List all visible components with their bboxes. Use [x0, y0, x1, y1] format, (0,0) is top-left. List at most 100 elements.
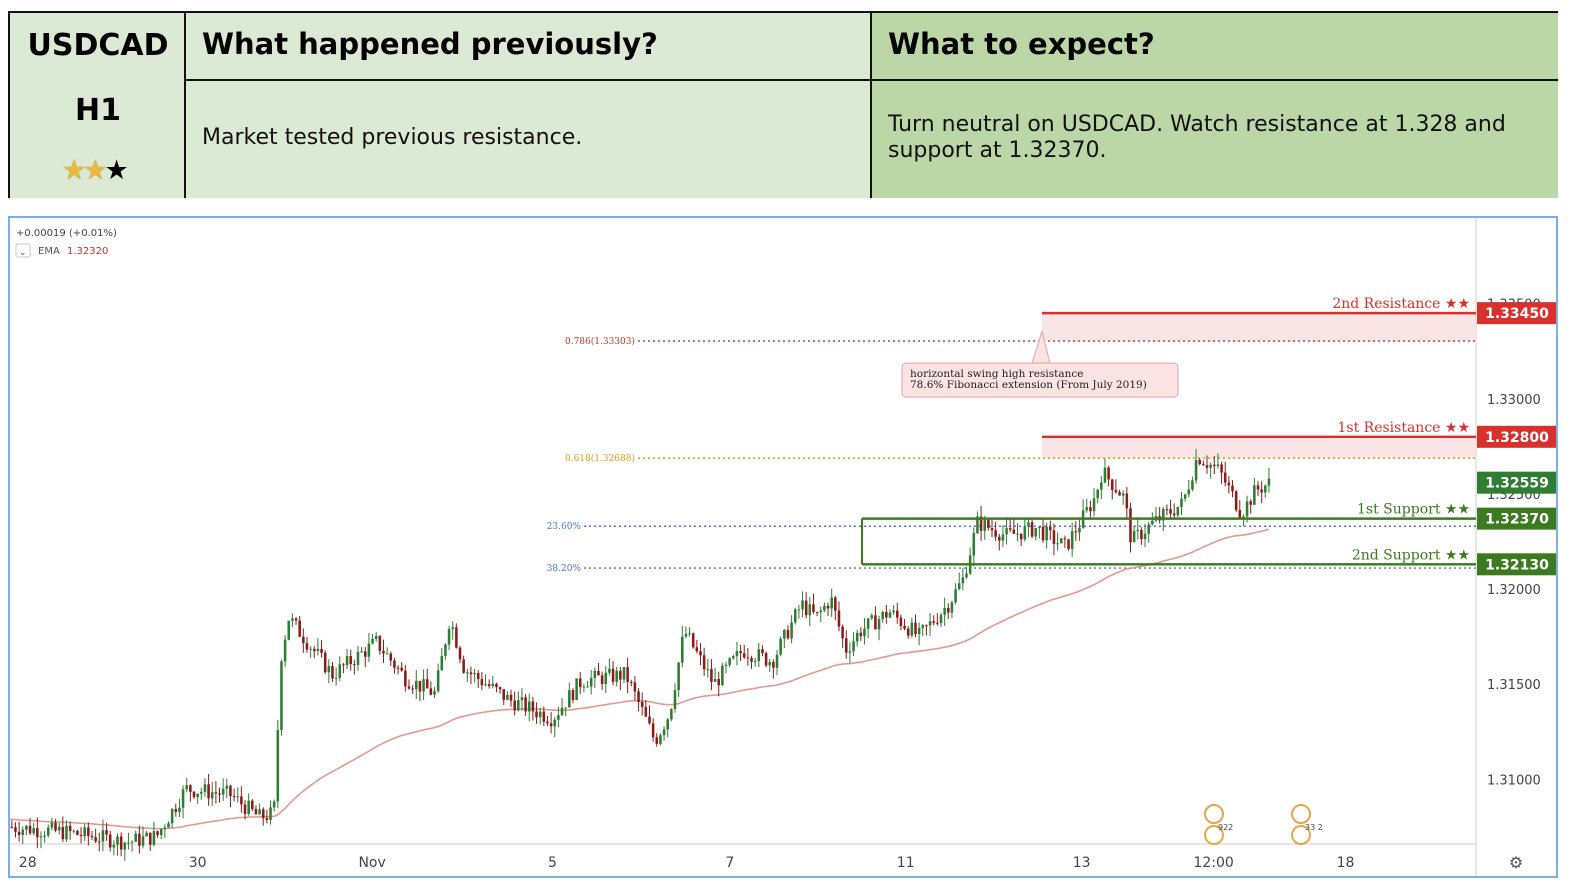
resistance-zone: [1042, 436, 1476, 459]
y-tick-label: 1.32000: [1487, 583, 1541, 598]
candle-body: [1205, 465, 1209, 468]
symbol-cell: USDCAD H1 ★★★: [10, 13, 186, 198]
previous-body-cell: Market tested previous resistance.: [186, 81, 872, 198]
candle-body: [130, 841, 134, 843]
candle-body: [739, 651, 742, 654]
candle-body: [542, 711, 546, 722]
candle-body: [786, 629, 790, 639]
candle-body: [101, 830, 105, 842]
candle-body: [192, 791, 196, 798]
candle-body: [644, 706, 648, 717]
price-tag: [1477, 553, 1556, 576]
candle-body: [844, 638, 848, 653]
candle-body: [826, 605, 830, 609]
candle-body: [1103, 467, 1107, 483]
candle-body: [367, 643, 371, 657]
candle-body: [615, 670, 618, 682]
candle-body: [513, 700, 516, 711]
candle-body: [1092, 498, 1096, 512]
previous-header-cell: What happened previously?: [186, 13, 872, 81]
candle-body: [1198, 459, 1201, 465]
candle-body: [112, 844, 116, 848]
candle-body: [1260, 489, 1263, 493]
event-count-label: 33 2: [1305, 823, 1323, 832]
candle-body: [167, 823, 170, 828]
candle-body: [965, 573, 968, 578]
candle-body: [119, 836, 123, 850]
candle-body: [225, 785, 229, 789]
candle-body: [1209, 464, 1212, 468]
candle-body: [1213, 464, 1216, 466]
candle-body: [495, 683, 498, 688]
settings-gear-icon[interactable]: ⚙: [1509, 853, 1523, 872]
candle-body: [476, 673, 480, 680]
y-tick-label: 1.33000: [1487, 393, 1541, 408]
candle-body: [83, 827, 86, 837]
candle-body: [469, 672, 473, 675]
candle-body: [21, 829, 25, 835]
candle-body: [1242, 516, 1245, 518]
candle-body: [108, 834, 112, 848]
legend-toggle-button[interactable]: [15, 243, 31, 258]
candle-body: [651, 723, 655, 738]
candle-body: [1147, 524, 1150, 534]
candle-body: [691, 633, 695, 648]
candle-body: [389, 653, 393, 661]
candle-body: [404, 670, 407, 687]
candle-body: [1005, 528, 1008, 535]
candle-body: [619, 670, 622, 680]
candle-body: [943, 607, 946, 615]
candle-body: [637, 691, 640, 702]
candle-body: [793, 609, 797, 623]
candle-body: [688, 633, 691, 635]
us-flag-icon: [1204, 825, 1224, 845]
callout-box: [901, 362, 1179, 398]
candle-body: [775, 654, 779, 668]
candle-body: [243, 804, 247, 814]
candle-body: [666, 719, 669, 730]
resistance-zone: [1042, 313, 1476, 342]
current-price-tag: [1477, 471, 1556, 494]
candle-body: [170, 809, 174, 824]
price-tag: [1477, 507, 1556, 530]
candle-body: [673, 690, 677, 710]
callout-line-1: horizontal swing high resistance: [910, 368, 1083, 380]
candle-body: [46, 827, 50, 836]
candle-body: [181, 789, 185, 808]
price-chart[interactable]: 0.786(1.33303) 0.618(1.32688) 23.60% 38.20%…: [8, 216, 1558, 878]
candle-body: [1012, 529, 1016, 534]
candle-body: [1118, 492, 1121, 496]
candle-body: [54, 822, 57, 831]
candle-body: [484, 684, 487, 686]
candle-body: [174, 809, 178, 812]
expect-body-cell: Turn neutral on USDCAD. Watch resistance…: [872, 81, 1558, 198]
candle-body: [1096, 489, 1099, 499]
candle-body: [207, 784, 210, 799]
candle-body: [316, 649, 320, 652]
candle-body: [50, 822, 54, 828]
candle-body: [1165, 509, 1169, 511]
candle-body: [557, 715, 560, 720]
level-label: 2nd Resistance ★★: [1332, 296, 1470, 312]
symbol-label: USDCAD: [27, 28, 169, 63]
candle-body: [309, 648, 312, 650]
candle-body: [1114, 490, 1118, 493]
candle-body: [17, 831, 21, 835]
candle-body: [728, 658, 731, 665]
candle-body: [866, 618, 870, 629]
candle-body: [761, 649, 764, 653]
candle-body: [987, 520, 990, 529]
chart-canvas[interactable]: 0.786(1.33303) 0.618(1.32688) 23.60% 38.20%…: [9, 218, 1556, 876]
candle-body: [1183, 494, 1187, 499]
chevron-down-icon[interactable]: ⌄: [19, 248, 27, 258]
candle-body: [458, 647, 462, 660]
candle-body: [706, 669, 710, 671]
candle-body: [1049, 526, 1052, 531]
candle-body: [14, 827, 17, 832]
candle-body: [466, 672, 469, 674]
candle-body: [331, 666, 334, 679]
candle-body: [407, 686, 411, 689]
candle-body: [568, 690, 571, 708]
candle-body: [294, 618, 298, 621]
candle-body: [502, 689, 506, 700]
